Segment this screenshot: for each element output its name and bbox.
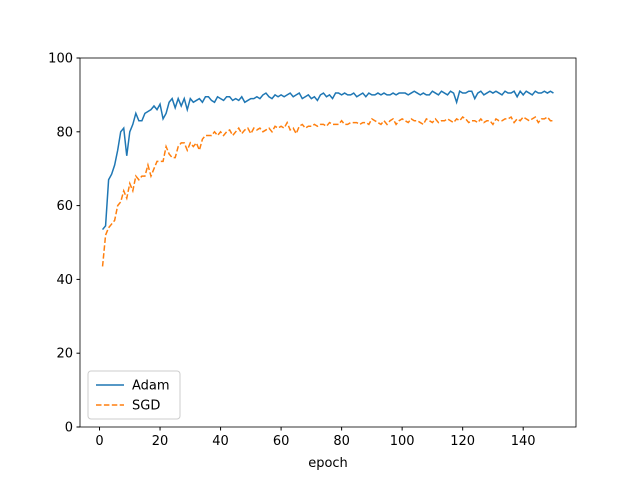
y-tick-label: 100: [48, 52, 73, 67]
y-tick-label: 20: [56, 347, 73, 362]
x-tick-label: 0: [95, 434, 103, 449]
y-tick-label: 60: [56, 199, 73, 214]
line: [101, 89, 554, 231]
axes-frame: [79, 57, 577, 428]
y-tick-label: 40: [56, 273, 73, 288]
x-axis-label: epoch: [308, 456, 348, 471]
legend-label: SGD: [132, 399, 160, 414]
legend-label: Adam: [132, 379, 170, 394]
x-tick-label: 120: [450, 434, 475, 449]
y-tick-label: 80: [56, 125, 73, 140]
line: [101, 115, 554, 267]
x-tick-label: 60: [273, 434, 290, 449]
x-tick-label: 100: [390, 434, 415, 449]
x-tick-label: 80: [333, 434, 350, 449]
x-tick-label: 20: [152, 434, 169, 449]
x-tick-label: 140: [511, 434, 536, 449]
legend-box: [87, 370, 181, 420]
x-tick-label: 40: [212, 434, 229, 449]
y-tick-label: 0: [65, 421, 73, 436]
